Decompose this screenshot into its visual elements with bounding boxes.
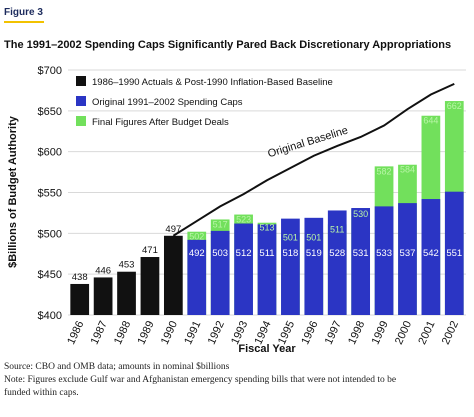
line-label: Original Baseline (266, 124, 349, 160)
legend-label: Original 1991–2002 Spending Caps (92, 97, 243, 108)
x-tick-label: 1988 (112, 319, 133, 346)
y-tick-label: $550 (38, 188, 62, 200)
baseline-line (172, 82, 455, 237)
x-tick-label: 1991 (182, 319, 203, 346)
bar (281, 218, 300, 315)
value-label: 512 (236, 248, 252, 259)
x-tick-label: 1999 (370, 319, 391, 346)
value-label: 453 (119, 260, 135, 271)
x-tick-label: 1992 (206, 319, 227, 346)
value-label: 497 (165, 224, 181, 235)
bar (444, 191, 464, 315)
x-tick-label: 1998 (346, 319, 367, 346)
legend-label: 1986–1990 Actuals & Post-1990 Inflation-… (92, 77, 333, 88)
value-label: 446 (95, 265, 111, 276)
y-tick-label: $600 (38, 147, 62, 159)
value-label: 501 (306, 233, 321, 243)
value-label: 531 (353, 248, 369, 259)
bar (210, 230, 230, 315)
y-axis-label: $Billions of Budget Authority (7, 115, 19, 268)
value-label: 582 (377, 166, 392, 176)
legend-label: Final Figures After Budget Deals (92, 117, 229, 128)
y-tick-label: $400 (38, 310, 62, 322)
bar (234, 223, 253, 315)
bar (421, 199, 441, 315)
x-tick-label: 2001 (416, 319, 437, 346)
value-label: 530 (353, 209, 368, 219)
value-label: 511 (330, 224, 344, 234)
chart-title: The 1991–2002 Spending Caps Significantl… (4, 39, 451, 51)
value-label: 438 (72, 272, 88, 283)
value-label: 584 (400, 165, 415, 175)
value-label: 513 (259, 223, 274, 233)
legend-swatch (76, 96, 86, 106)
bar (187, 239, 207, 315)
x-tick-label: 1997 (323, 319, 344, 346)
x-tick-label: 1990 (159, 319, 180, 346)
x-axis-label: Fiscal Year (238, 343, 296, 355)
y-tick-label: $450 (38, 269, 62, 281)
value-label: 533 (376, 248, 392, 259)
figure-label: Figure 3 (4, 7, 43, 18)
bar (257, 224, 277, 315)
bar (93, 277, 113, 315)
y-tick-label: $650 (38, 106, 62, 118)
value-label: 537 (400, 248, 416, 259)
x-tick-label: 1989 (135, 319, 156, 346)
value-label: 501 (283, 233, 298, 243)
y-tick-label: $500 (38, 228, 62, 240)
bar (70, 283, 90, 315)
x-tick-label: 2002 (440, 319, 461, 346)
value-label: 503 (212, 248, 228, 259)
x-tick-label: 1987 (89, 319, 110, 346)
bar (374, 206, 394, 315)
notes: Source: CBO and OMB data; amounts in nom… (4, 361, 424, 400)
value-label: 517 (213, 219, 228, 229)
value-label: 502 (189, 232, 204, 242)
value-label: 551 (446, 248, 462, 259)
chart: Figure 3 The 1991–2002 Spending Caps Sig… (4, 7, 466, 355)
legend-swatch (76, 76, 86, 86)
value-label: 519 (306, 248, 322, 259)
bar (304, 217, 324, 315)
bar (327, 210, 347, 315)
bar (398, 203, 417, 315)
value-label: 511 (259, 248, 274, 259)
value-label: 518 (282, 248, 298, 259)
bar (351, 208, 371, 315)
figure-underline (4, 21, 44, 23)
x-tick-label: 1986 (65, 319, 86, 346)
y-tick-label: $700 (38, 65, 62, 77)
value-label: 528 (329, 248, 345, 259)
bar (163, 235, 183, 315)
legend-swatch (76, 116, 86, 126)
value-label: 542 (423, 248, 439, 259)
bar (117, 271, 136, 315)
value-label: 523 (236, 215, 251, 225)
note: Note: Figures exclude Gulf war and Afgha… (4, 375, 397, 398)
value-label: 471 (142, 245, 158, 256)
source: Source: CBO and OMB data; amounts in nom… (4, 362, 230, 372)
x-tick-label: 1996 (299, 319, 320, 346)
x-tick-label: 2000 (393, 319, 414, 346)
value-label: 662 (447, 101, 462, 111)
bar (140, 257, 160, 315)
value-label: 644 (423, 116, 438, 126)
value-label: 492 (189, 248, 205, 259)
